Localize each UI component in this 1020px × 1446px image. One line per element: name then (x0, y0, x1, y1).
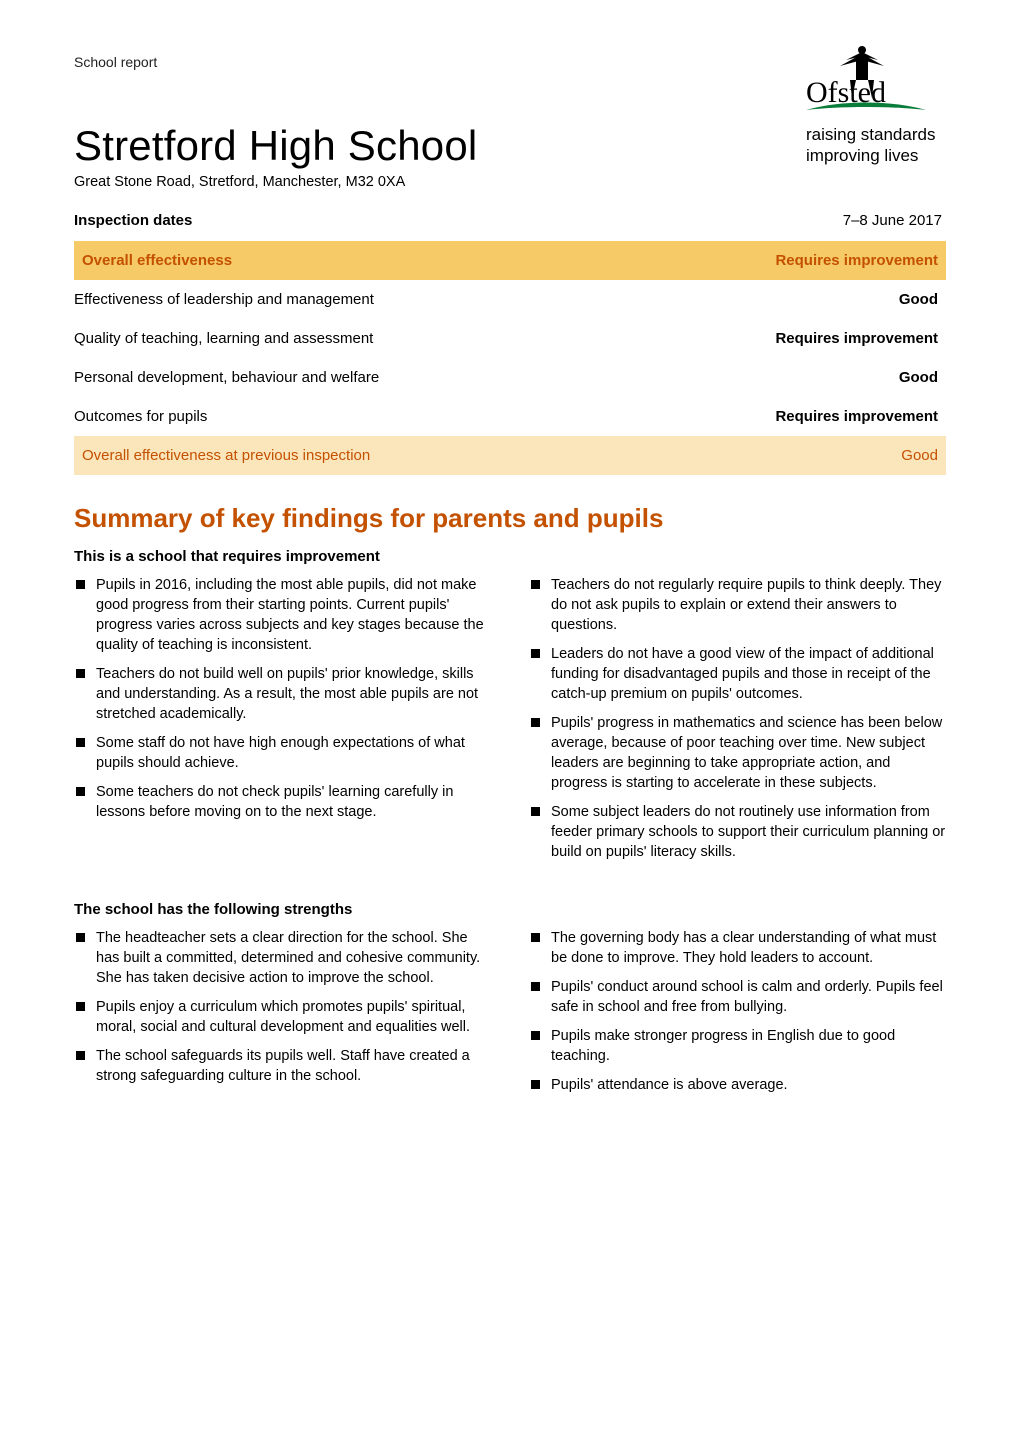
ofsted-logo-mark: Ofsted (806, 40, 926, 118)
overall-effectiveness-value: Requires improvement (640, 241, 946, 280)
eff-row-label: Personal development, behaviour and welf… (74, 358, 640, 397)
inspection-dates-value: 7–8 June 2017 (843, 212, 942, 229)
table-row: Effectiveness of leadership and manageme… (74, 280, 946, 319)
list-item: Some subject leaders do not routinely us… (529, 802, 946, 862)
school-address: Great Stone Road, Stretford, Manchester,… (74, 174, 946, 190)
bullet-list: Pupils in 2016, including the most able … (74, 575, 491, 822)
improvement-col-left: Pupils in 2016, including the most able … (74, 575, 491, 871)
inspection-dates-row: Inspection dates 7–8 June 2017 (74, 212, 946, 229)
page: School report Ofsted raising standards i… (0, 0, 1020, 1446)
table-row-header: Overall effectiveness Requires improveme… (74, 241, 946, 280)
list-item: Pupils' attendance is above average. (529, 1075, 946, 1095)
section-heading: Summary of key findings for parents and … (74, 503, 946, 534)
list-item: Some teachers do not check pupils' learn… (74, 782, 491, 822)
table-row: Personal development, behaviour and welf… (74, 358, 946, 397)
list-item: Pupils make stronger progress in English… (529, 1026, 946, 1066)
effectiveness-table: Overall effectiveness Requires improveme… (74, 241, 946, 475)
improvement-subhead: This is a school that requires improveme… (74, 548, 946, 565)
strengths-columns: The headteacher sets a clear direction f… (74, 928, 946, 1104)
prev-inspection-label: Overall effectiveness at previous inspec… (74, 436, 640, 475)
list-item: Teachers do not build well on pupils' pr… (74, 664, 491, 724)
eff-row-label: Quality of teaching, learning and assess… (74, 319, 640, 358)
list-item: Pupils' conduct around school is calm an… (529, 977, 946, 1017)
list-item: The school safeguards its pupils well. S… (74, 1046, 491, 1086)
overall-effectiveness-label: Overall effectiveness (74, 241, 640, 280)
prev-inspection-value: Good (640, 436, 946, 475)
bullet-list: The headteacher sets a clear direction f… (74, 928, 491, 1086)
strengths-col-right: The governing body has a clear understan… (529, 928, 946, 1104)
bullet-list: Teachers do not regularly require pupils… (529, 575, 946, 862)
ofsted-logo: Ofsted raising standards improving lives (806, 40, 946, 167)
eff-row-value: Good (640, 280, 946, 319)
bullet-list: The governing body has a clear understan… (529, 928, 946, 1095)
table-row-footer: Overall effectiveness at previous inspec… (74, 436, 946, 475)
list-item: Pupils in 2016, including the most able … (74, 575, 491, 655)
eff-row-value: Good (640, 358, 946, 397)
table-row: Outcomes for pupils Requires improvement (74, 397, 946, 436)
improvement-col-right: Teachers do not regularly require pupils… (529, 575, 946, 871)
list-item: Teachers do not regularly require pupils… (529, 575, 946, 635)
list-item: Pupils enjoy a curriculum which promotes… (74, 997, 491, 1037)
strengths-subhead: The school has the following strengths (74, 901, 946, 918)
eff-row-label: Outcomes for pupils (74, 397, 640, 436)
eff-row-value: Requires improvement (640, 397, 946, 436)
list-item: The governing body has a clear understan… (529, 928, 946, 968)
logo-strapline: raising standards improving lives (806, 124, 946, 167)
table-row: Quality of teaching, learning and assess… (74, 319, 946, 358)
list-item: Pupils' progress in mathematics and scie… (529, 713, 946, 793)
list-item: Some staff do not have high enough expec… (74, 733, 491, 773)
eff-row-label: Effectiveness of leadership and manageme… (74, 280, 640, 319)
improvement-columns: Pupils in 2016, including the most able … (74, 575, 946, 871)
inspection-dates-label: Inspection dates (74, 212, 192, 229)
strengths-col-left: The headteacher sets a clear direction f… (74, 928, 491, 1104)
list-item: Leaders do not have a good view of the i… (529, 644, 946, 704)
eff-row-value: Requires improvement (640, 319, 946, 358)
list-item: The headteacher sets a clear direction f… (74, 928, 491, 988)
